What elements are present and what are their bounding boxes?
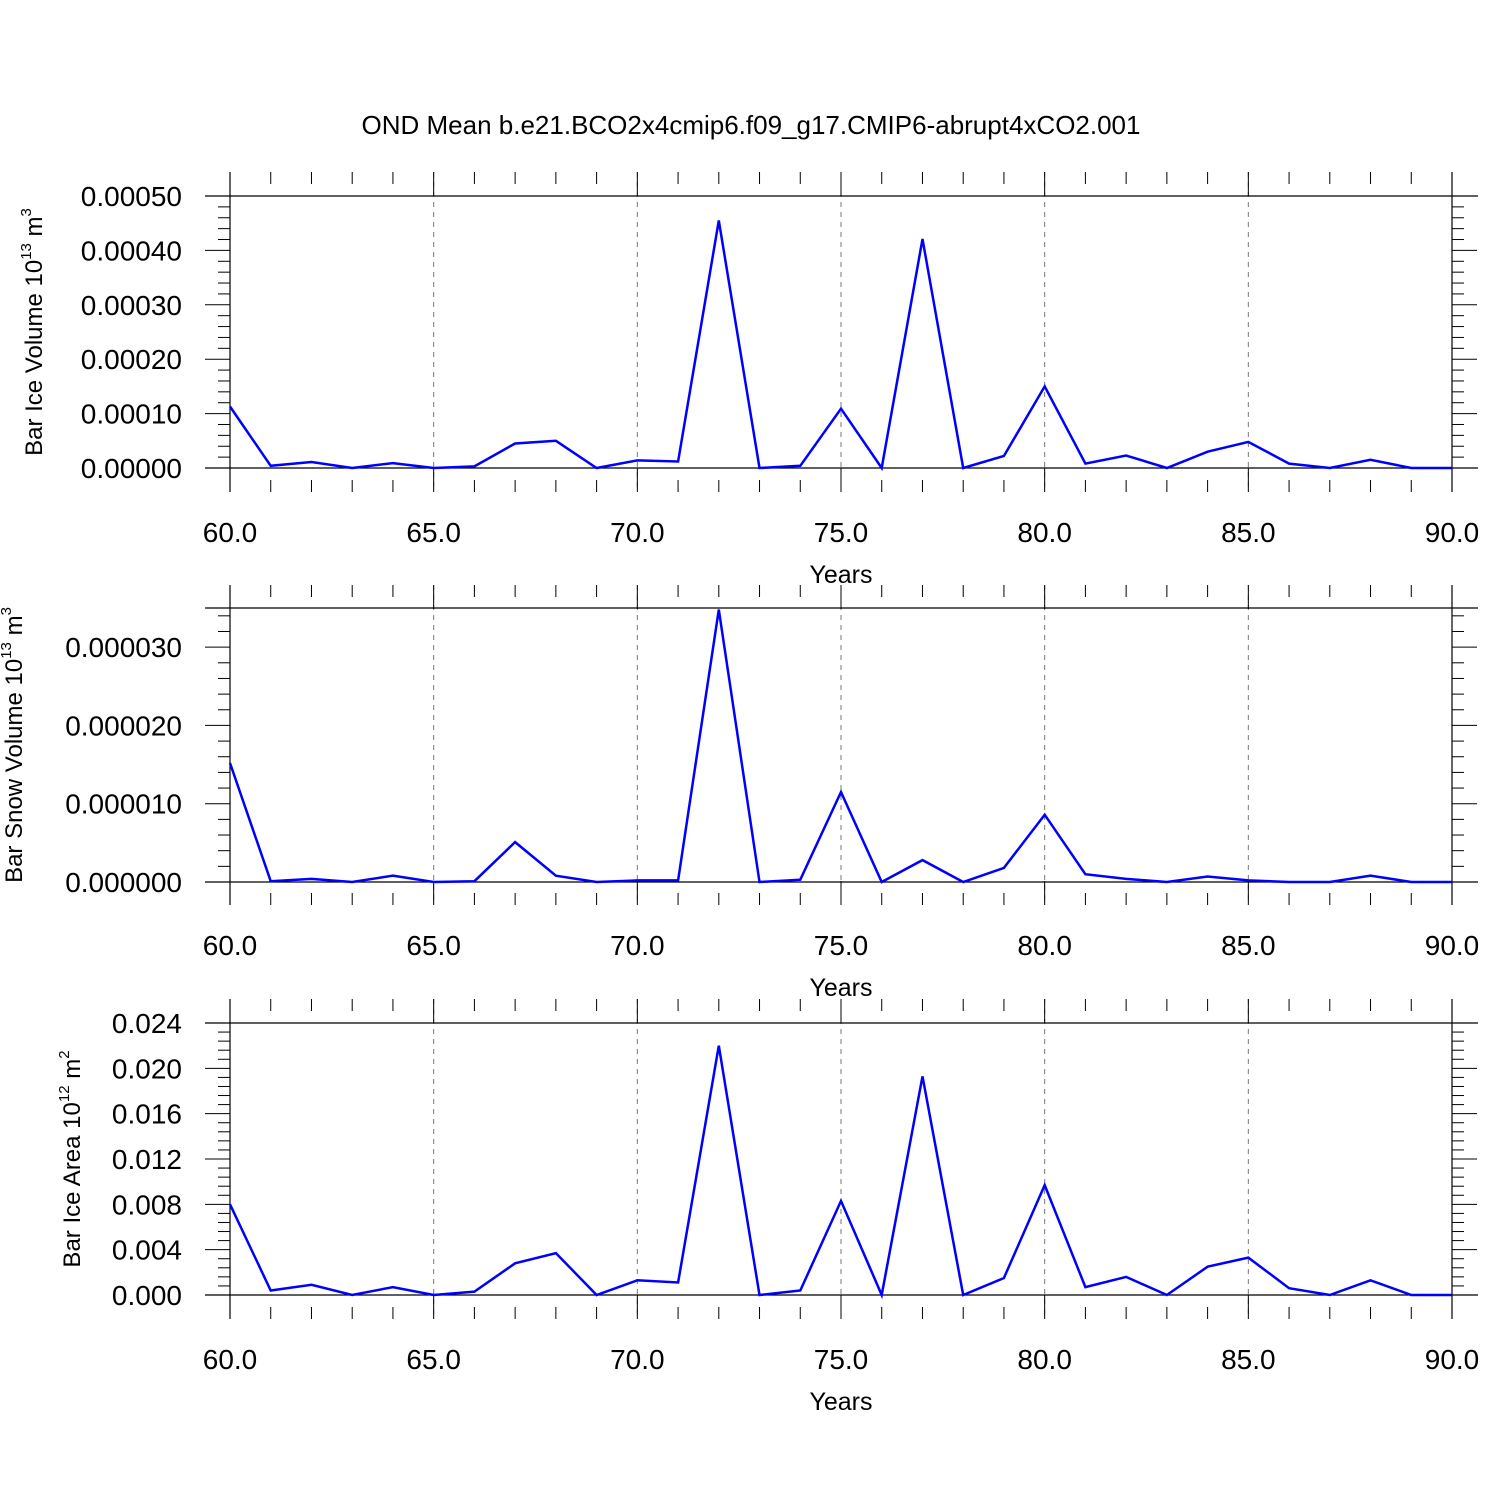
x-tick-label: 75.0 (814, 1344, 869, 1375)
y-tick-label: 0.00000 (81, 453, 182, 484)
y-tick-label: 0.012 (112, 1144, 182, 1175)
y-tick-label: 0.000 (112, 1280, 182, 1311)
x-tick-label: 60.0 (203, 1344, 258, 1375)
y-tick-label: 0.00010 (81, 399, 182, 430)
y-axis-label-exponent: 12 (56, 1085, 73, 1102)
x-tick-label: 70.0 (610, 930, 665, 961)
series-line (228, 609, 1452, 884)
y-tick-label: 0.00040 (81, 235, 182, 266)
y-axis-label: Bar Snow Volume 1013 m3 (0, 607, 28, 883)
panel-1: 0.00000 0.00010 0.00020 0.00030 0.00040 0.000… (18, 172, 1479, 589)
chart-title: OND Mean b.e21.BCO2x4cmip6.f09_g17.CMIP6… (362, 110, 1141, 140)
x-tick-label: 90.0 (1425, 1344, 1480, 1375)
x-tick-label: 85.0 (1221, 930, 1276, 961)
y-tick-label: 0.020 (112, 1053, 182, 1084)
panel-3: 0.000 0.004 0.008 0.012 0.016 0.020 0.024 60.0 6… (56, 999, 1479, 1416)
y-axis-label-unit-exponent: 2 (56, 1050, 73, 1058)
x-tick-label: 80.0 (1017, 930, 1072, 961)
panel-2: 0.000000 0.000010 0.000020 0.000030 60.0 65.0… (0, 585, 1479, 1002)
x-tick-label: 75.0 (814, 930, 869, 961)
y-axis-label: Bar Ice Area 1012 m2 (56, 1050, 86, 1267)
series-line (228, 220, 1452, 472)
x-tick-label: 80.0 (1017, 1344, 1072, 1375)
x-tick-label: 90.0 (1425, 517, 1480, 548)
y-axis-label-unit-exponent: 3 (0, 607, 15, 615)
y-tick-label: 0.016 (112, 1099, 182, 1130)
x-tick-label: 90.0 (1425, 930, 1480, 961)
y-axis-label-main: Bar Ice Volume 10 (21, 260, 48, 456)
y-tick-label: 0.024 (112, 1008, 182, 1039)
y-tick-label: 0.004 (112, 1235, 182, 1266)
x-tick-label: 65.0 (406, 517, 461, 548)
y-axis-label-unit: m (59, 1059, 86, 1086)
y-axis-label-main: Bar Snow Volume 10 (1, 659, 28, 883)
x-tick-label: 85.0 (1221, 1344, 1276, 1375)
x-tick-label: 80.0 (1017, 517, 1072, 548)
y-tick-label: 0.000010 (65, 789, 182, 820)
y-axis-label-exponent: 13 (18, 243, 35, 260)
x-axis-label: Years (809, 561, 872, 589)
y-tick-label: 0.008 (112, 1189, 182, 1220)
panels: 0.00000 0.00010 0.00020 0.00030 0.00040 0.000… (0, 172, 1479, 1416)
y-axis-label-unit: m (21, 216, 48, 243)
x-tick-label: 65.0 (406, 930, 461, 961)
x-tick-label: 85.0 (1221, 517, 1276, 548)
x-tick-label: 65.0 (406, 1344, 461, 1375)
y-tick-label: 0.00030 (81, 290, 182, 321)
y-axis-label-main: Bar Ice Area 10 (59, 1102, 86, 1267)
y-axis-label: Bar Ice Volume 1013 m3 (18, 208, 48, 456)
x-axis-label: Years (809, 974, 872, 1002)
x-tick-label: 75.0 (814, 517, 869, 548)
x-tick-label: 70.0 (610, 1344, 665, 1375)
x-tick-label: 70.0 (610, 517, 665, 548)
y-axis-label-unit: m (1, 615, 28, 642)
x-tick-label: 60.0 (203, 930, 258, 961)
y-tick-label: 0.000020 (65, 710, 182, 741)
y-axis-label-unit-exponent: 3 (18, 208, 35, 216)
y-tick-label: 0.000030 (65, 632, 182, 663)
x-axis-label: Years (809, 1388, 872, 1416)
y-tick-label: 0.000000 (65, 867, 182, 898)
series-line (228, 1045, 1452, 1300)
y-tick-label: 0.00020 (81, 344, 182, 375)
y-axis-label-exponent: 13 (0, 642, 15, 659)
x-tick-label: 60.0 (203, 517, 258, 548)
y-tick-label: 0.00050 (81, 181, 182, 212)
